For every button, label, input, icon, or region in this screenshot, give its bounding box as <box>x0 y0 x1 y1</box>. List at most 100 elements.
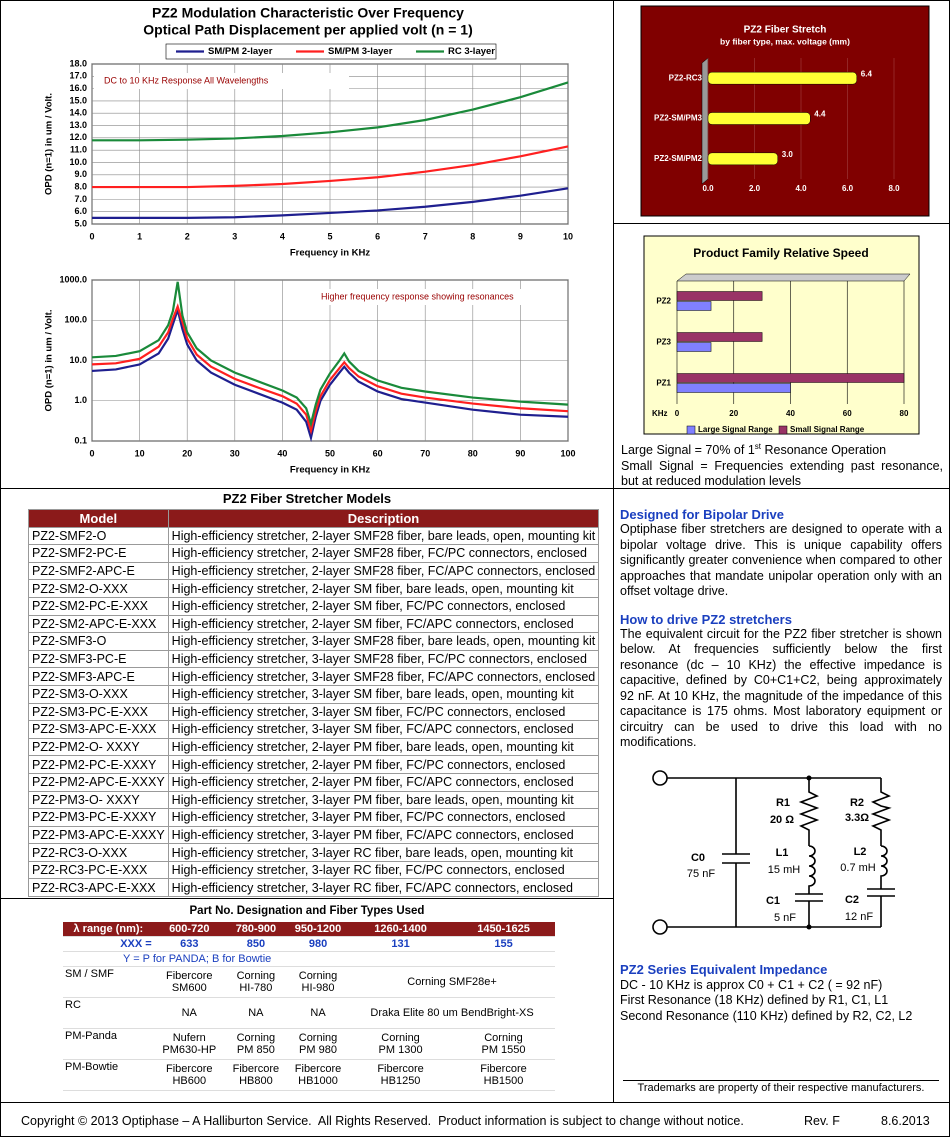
fiber-cell: Corning HI-780 <box>224 966 287 998</box>
speed-chart: Product Family Relative Speed 0 20 40 60 80 PZ… <box>643 235 920 435</box>
junction <box>806 924 812 930</box>
description: High-efficiency stretcher, 3-layer SM fi… <box>167 684 600 704</box>
text-column: Designed for Bipolar Drive Optiphase fib… <box>620 501 942 751</box>
annotation: DC to 10 KHz Response All Wavelengths <box>104 75 269 85</box>
x-axis-label: KHz <box>652 409 668 418</box>
x-tick-label: 30 <box>230 448 240 458</box>
model-row: PZ2-SM2-APC-E-XXX High-efficiency stretch… <box>28 614 600 634</box>
description: High-efficiency stretcher, 2-layer PM fi… <box>167 737 600 757</box>
heading: How to drive PZ2 stretchers <box>620 611 792 627</box>
chart-subtitle: Optical Path Displacement per applied vo… <box>143 22 472 38</box>
xxx-cell: 633 <box>153 936 225 952</box>
y-tick-label: 1000.0 <box>59 274 87 284</box>
y-tick-label: 10.0 <box>69 355 87 365</box>
model: PZ2-PM3-PC-E-XXXY <box>28 808 169 827</box>
header-cell: Model <box>28 509 169 528</box>
models-title: PZ2 Fiber Stretcher Models <box>222 491 392 506</box>
xxx-cell: 980 <box>286 936 350 952</box>
description: High-efficiency stretcher, 2-layer PM fi… <box>167 755 600 774</box>
x-tick-label: 60 <box>373 448 383 458</box>
fiber-cell: NA <box>153 997 225 1029</box>
x-tick-label: 3 <box>232 231 237 241</box>
heading: Designed for Bipolar Drive <box>620 507 784 522</box>
category-label: PZ2-RC3 <box>669 73 703 82</box>
model-row: PZ2-RC3-O-XXX High-efficiency stretcher, … <box>28 843 600 862</box>
opd-charts: 5.06.07.08.09.010.011.012.013.014.015.01… <box>44 5 576 476</box>
circuit: C0 75 nF R1 20 Ω L1 15 mH C1 5 nF R2 3.3… <box>652 770 895 935</box>
label: L2 <box>854 846 867 858</box>
y-tick-label: 14.0 <box>69 108 87 118</box>
x-tick-label: 40 <box>277 448 287 458</box>
revision: Rev. F <box>804 1114 840 1128</box>
x-tick-label: 9 <box>518 231 523 241</box>
x-tick-label: 0 <box>675 409 680 418</box>
y-tick-label: 17.0 <box>69 71 87 81</box>
description: High-efficiency stretcher, 3-layer SM fi… <box>167 702 600 722</box>
fiber-cell: NA <box>224 997 287 1029</box>
model: PZ2-SM2-APC-E-XXX <box>28 614 169 634</box>
chart-wall <box>676 273 911 282</box>
legend <box>165 43 497 60</box>
description: High-efficiency stretcher, 3-layer RC fi… <box>167 860 600 880</box>
y-tick-label: 11.0 <box>70 145 87 155</box>
category-label: PZ2-SM/PM2 <box>654 154 703 163</box>
model-row: PZ2-SMF3-O High-efficiency stretcher, 3-l… <box>28 632 600 651</box>
description: High-efficiency stretcher, 2-layer SMF28… <box>167 561 600 581</box>
xxx-cell: 155 <box>452 936 555 952</box>
bar <box>676 332 763 342</box>
description: High-efficiency stretcher, 2-layer SMF28… <box>167 544 600 563</box>
y-note: Y = P for PANDA; B for Bowtie <box>63 951 555 967</box>
y-tick-label: 9.0 <box>74 169 87 179</box>
fiber-cell: Fibercore HB1250 <box>349 1059 453 1091</box>
series-line <box>91 303 569 435</box>
fiber-cell: Corning PM 1300 <box>349 1028 453 1060</box>
y-tick-label: 13.0 <box>69 120 87 130</box>
chart-title: Product Family Relative Speed <box>693 246 868 260</box>
model: PZ2-PM2-O- XXXY <box>28 737 169 757</box>
model-row: PZ2-PM2-PC-E-XXXY High-efficiency stretch… <box>28 755 600 774</box>
x-tick-label: 60 <box>843 409 852 418</box>
model-row: PZ2-PM2-APC-E-XXXY High-efficiency stretc… <box>28 772 600 792</box>
x-tick-label: 90 <box>515 448 525 458</box>
description: High-efficiency stretcher, 3-layer PM fi… <box>167 825 600 845</box>
model: PZ2-SM2-PC-E-XXX <box>28 596 169 616</box>
model-row: PZ2-SM3-PC-E-XXX High-efficiency stretche… <box>28 702 600 722</box>
label: 15 mH <box>768 864 800 876</box>
fiber-row: SM / SMF Fibercore SM600 Corning HI-780 Cor… <box>63 966 555 998</box>
bar <box>676 373 905 383</box>
x-axis-label: Frequency in KHz <box>290 465 370 476</box>
category-label: PZ3 <box>656 338 671 347</box>
x-tick-label: 4 <box>280 231 285 241</box>
chart-title: PZ2 Modulation Characteristic Over Frequ… <box>152 5 464 21</box>
label: R2 <box>850 797 864 809</box>
y-axis-label: OPD (n=1) in um / Volt. <box>44 310 55 412</box>
bar <box>676 342 712 352</box>
y-tick-label: 8.0 <box>74 181 87 191</box>
copyright: Copyright © 2013 Optiphase – A Halliburt… <box>21 1114 744 1128</box>
category-label: PZ2-SM/PM3 <box>654 114 703 123</box>
fiber-cell: Corning PM 980 <box>286 1028 350 1060</box>
paragraph: Optiphase fiber stretchers are designed … <box>620 522 942 598</box>
model: PZ2-SM3-APC-E-XXX <box>28 720 169 739</box>
speed-notes: Large Signal = 70% of 1st Resonance Oper… <box>621 439 943 490</box>
model-row: PZ2-SMF3-APC-E High-efficiency stretcher,… <box>28 667 600 686</box>
fiber-row: PM-Bowtie Fibercore HB600 Fibercore HB800 F… <box>63 1059 555 1091</box>
x-tick-label: 70 <box>420 448 430 458</box>
y-tick-label: 7.0 <box>74 194 87 204</box>
description: High-efficiency stretcher, 2-layer PM fi… <box>167 772 600 792</box>
annotation: Higher frequency response showing resona… <box>321 291 514 301</box>
x-tick-label: 8.0 <box>888 184 900 193</box>
row-label: PM-Bowtie <box>63 1059 154 1091</box>
model-row: PZ2-PM3-APC-E-XXXY High-efficiency stretc… <box>28 825 600 845</box>
header-cell: 600-720 <box>153 922 225 937</box>
category-label: PZ2 <box>656 297 671 306</box>
model-row: PZ2-SM3-O-XXX High-efficiency stretcher, … <box>28 684 600 704</box>
fiber-cell: Fibercore HB1500 <box>452 1059 555 1091</box>
row-label: PM-Panda <box>63 1028 154 1060</box>
xxx-cell: 131 <box>349 936 453 952</box>
header-row: Model Description <box>28 509 600 528</box>
x-tick-label: 0.0 <box>702 184 714 193</box>
impedance-line: DC - 10 KHz is approx C0 + C1 + C2 ( = 9… <box>620 977 883 992</box>
